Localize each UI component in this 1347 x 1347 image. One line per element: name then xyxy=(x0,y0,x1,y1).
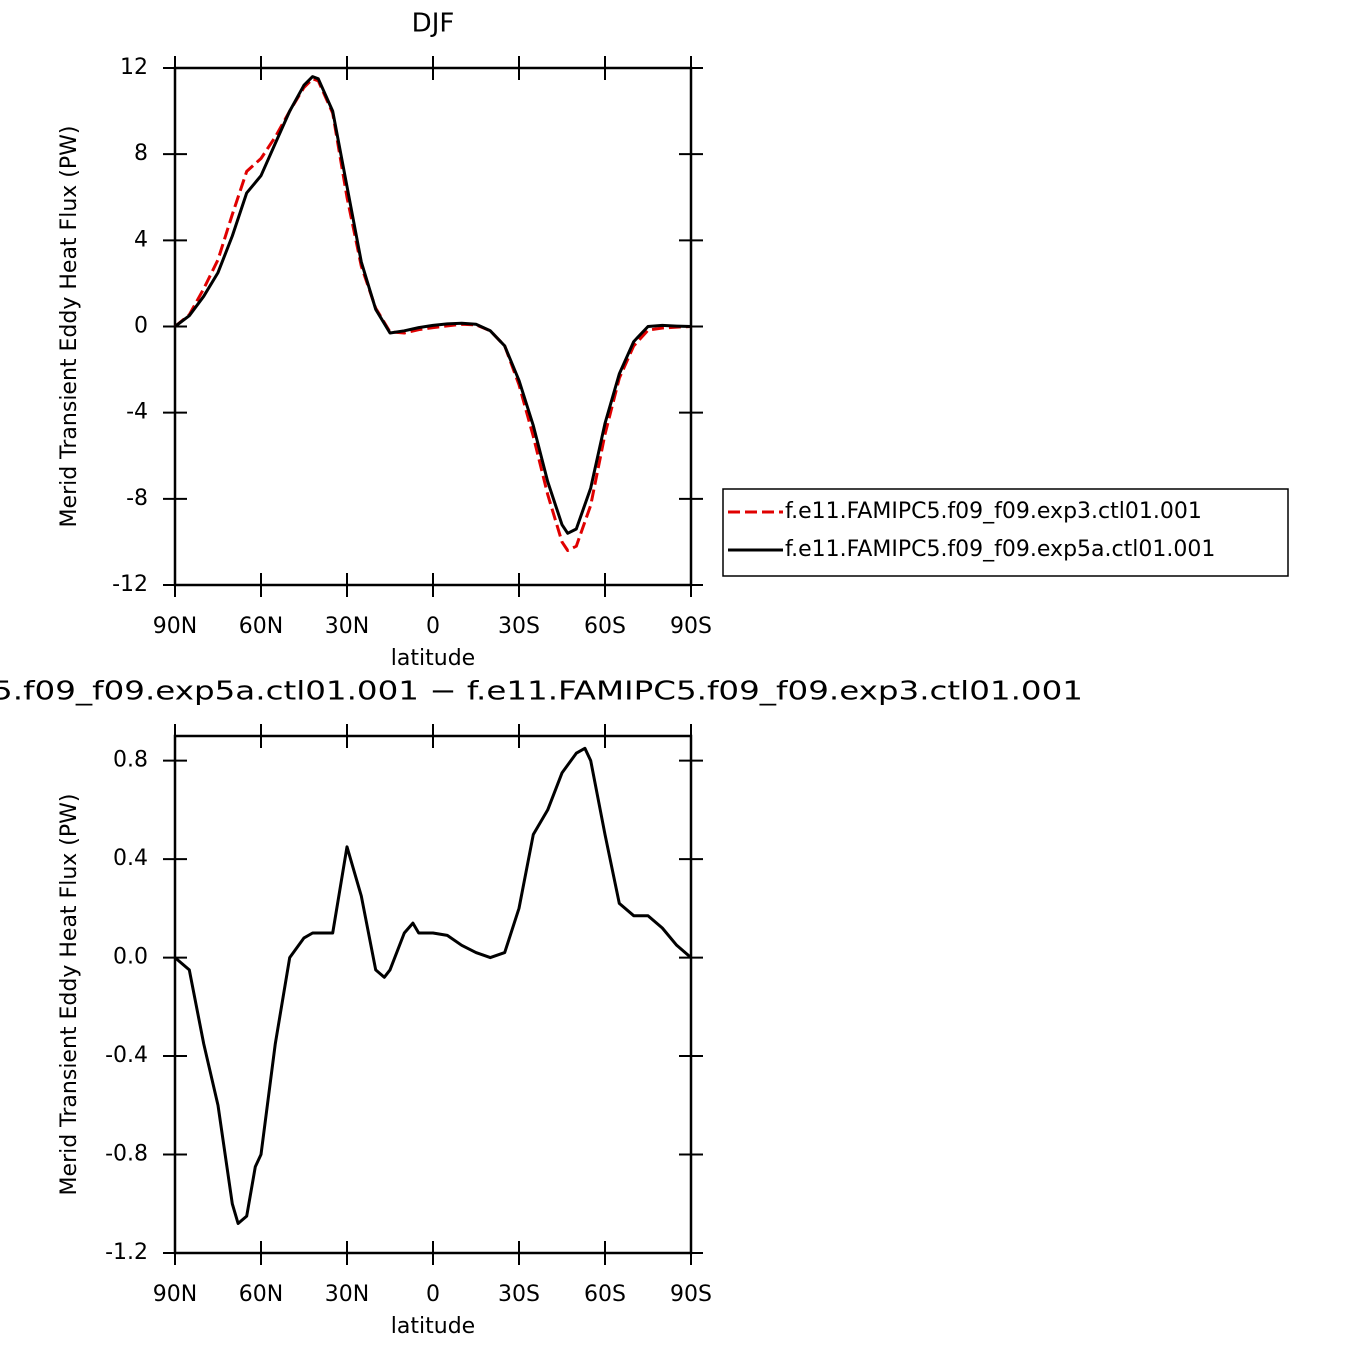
x-tick-label: 90S xyxy=(670,1282,712,1307)
x-tick-label: 30S xyxy=(498,614,540,639)
y-tick-label: 0.0 xyxy=(113,945,148,970)
plot-frame xyxy=(173,734,693,1255)
y-tick-label: 12 xyxy=(120,55,148,80)
x-axis-label: latitude xyxy=(391,1314,475,1339)
x-tick-label: 30N xyxy=(325,614,369,639)
x-axis-label: latitude xyxy=(391,646,475,671)
legend-label: f.e11.FAMIPC5.f09_f09.exp5a.ctl01.001 xyxy=(785,537,1215,562)
x-tick-label: 90N xyxy=(153,1282,197,1307)
x-tick-label: 0 xyxy=(426,1282,440,1307)
chart-title: f.e11.FAMIPC5.f09_f09.exp5a.ctl01.001 − … xyxy=(0,677,1083,707)
legend-label: f.e11.FAMIPC5.f09_f09.exp3.ctl01.001 xyxy=(785,499,1202,524)
x-tick-label: 60N xyxy=(239,614,283,639)
x-tick-label: 90N xyxy=(153,614,197,639)
y-tick-label: -1.2 xyxy=(105,1240,148,1265)
legend-box xyxy=(722,488,1289,577)
chart-title: DJF xyxy=(412,9,455,39)
y-tick-label: -0.8 xyxy=(105,1142,148,1167)
data-line xyxy=(174,75,692,535)
data-line xyxy=(174,746,692,1225)
y-axis-label: Merid Transient Eddy Heat Flux (PW) xyxy=(57,794,82,1196)
x-tick-label: 60N xyxy=(239,1282,283,1307)
y-tick-label: 0.4 xyxy=(113,846,148,871)
x-tick-label: 60S xyxy=(584,1282,626,1307)
x-tick-label: 0 xyxy=(426,614,440,639)
y-tick-label: -0.4 xyxy=(105,1043,148,1068)
y-tick-label: -8 xyxy=(126,486,148,511)
y-tick-label: -4 xyxy=(126,400,148,425)
data-line xyxy=(174,77,692,552)
x-tick-label: 30N xyxy=(325,1282,369,1307)
y-axis-label: Merid Transient Eddy Heat Flux (PW) xyxy=(57,126,82,528)
y-tick-label: 4 xyxy=(134,227,148,252)
y-tick-label: 0 xyxy=(134,314,148,339)
y-tick-label: -12 xyxy=(112,572,148,597)
y-tick-label: 8 xyxy=(134,141,148,166)
y-tick-label: 0.8 xyxy=(113,748,148,773)
x-tick-label: 60S xyxy=(584,614,626,639)
x-tick-label: 90S xyxy=(670,614,712,639)
x-tick-label: 30S xyxy=(498,1282,540,1307)
